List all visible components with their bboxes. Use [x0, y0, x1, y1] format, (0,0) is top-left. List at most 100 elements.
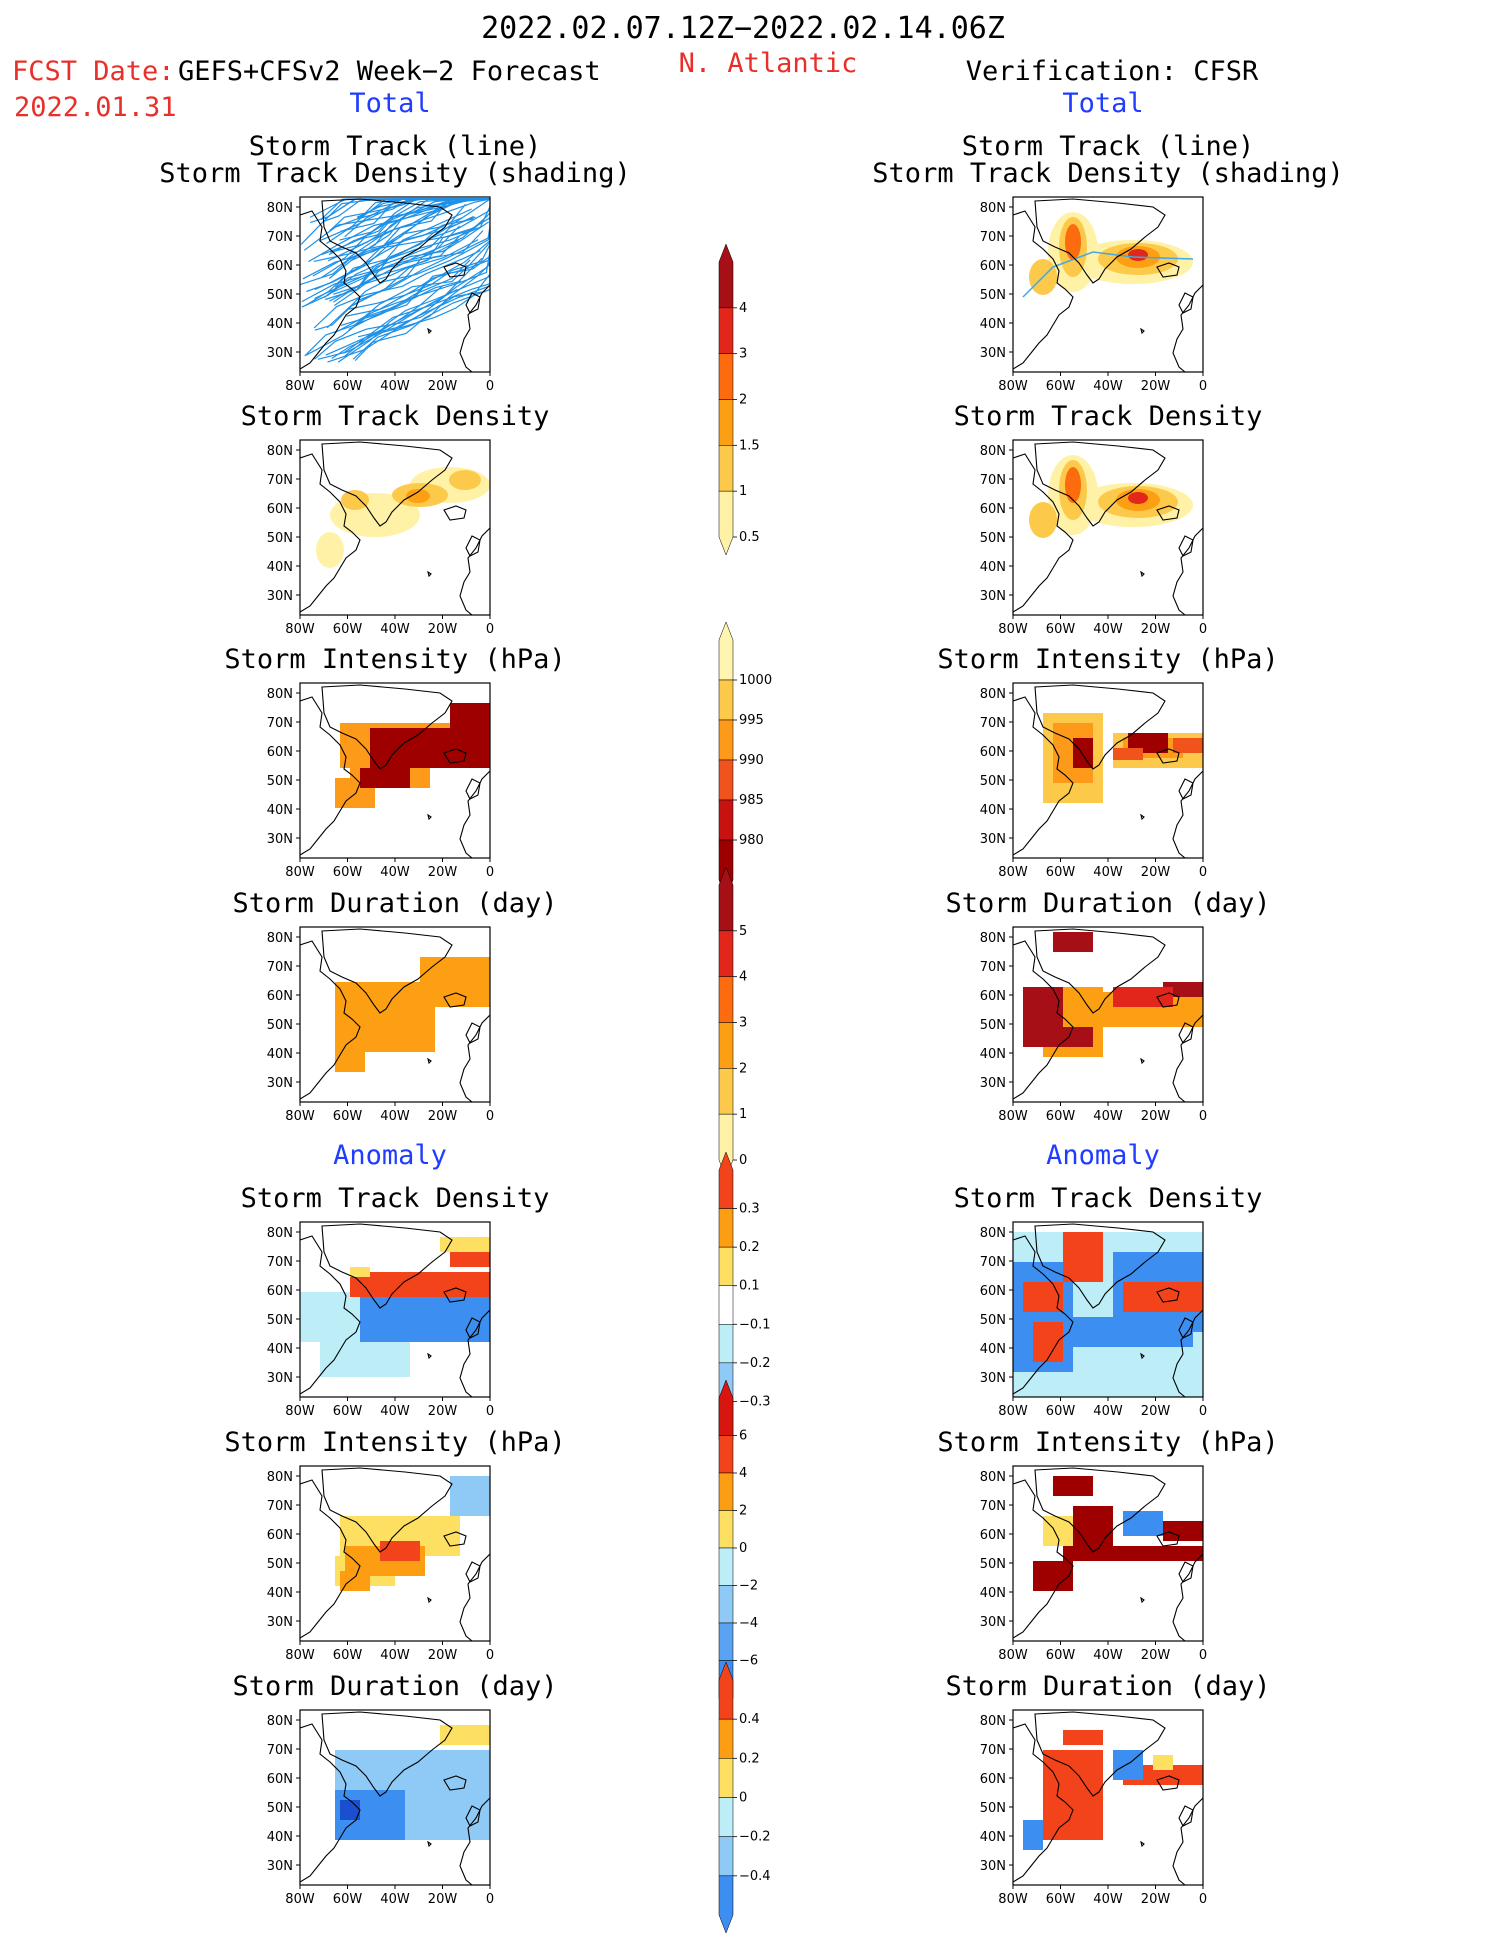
lon-tick-label: 0: [1199, 1892, 1207, 1907]
lat-tick-label: 70N: [267, 1743, 293, 1758]
lon-tick-label: 60W: [333, 1404, 363, 1419]
coastline: [465, 778, 481, 800]
storm-track-line: [342, 261, 490, 354]
colorbar-label: 990: [739, 753, 764, 768]
colorbar-label: 2: [739, 1504, 747, 1519]
coastline: [1172, 1014, 1203, 1102]
colorbar-label: 4: [739, 1466, 747, 1481]
colorbar-label: 2: [739, 1061, 747, 1076]
lat-tick-label: 50N: [980, 1801, 1006, 1816]
lat-tick-label: 80N: [980, 201, 1006, 216]
coastline: [1178, 1022, 1194, 1044]
storm-track-line: [1022, 251, 1194, 298]
storm-track-line: [337, 275, 490, 363]
coastline: [1156, 1531, 1180, 1547]
coastline: [1172, 527, 1203, 615]
lon-tick-label: 60W: [333, 1109, 363, 1124]
coastline: [465, 292, 481, 314]
coastline: [427, 1596, 432, 1604]
colorbar-swatch: [718, 1622, 734, 1661]
density-shade: [1029, 502, 1057, 538]
lon-tick-label: 40W: [1093, 865, 1123, 880]
lat-tick-label: 30N: [980, 1859, 1006, 1874]
lat-tick-label: 30N: [267, 1371, 293, 1386]
lat-tick-label: 50N: [267, 1557, 293, 1572]
coastline: [1172, 284, 1203, 372]
anom-cell: [1033, 1322, 1063, 1362]
panel-title-track_shading: Storm Track Density (shading): [872, 158, 1344, 189]
lon-tick-label: 20W: [1141, 1892, 1171, 1907]
panel-title-intensity: Storm Intensity (hPa): [224, 644, 566, 675]
colorbar-label: 0.5: [739, 530, 760, 545]
anom-cell: [1153, 1755, 1173, 1770]
lon-tick-label: 80W: [998, 865, 1028, 880]
colorbar-density-total: 4 3 2 1.5 1 0.5: [718, 243, 760, 556]
lat-tick-label: 40N: [980, 803, 1006, 818]
section-anomaly-right: Anomaly: [1046, 1140, 1160, 1171]
lat-tick-label: 60N: [980, 1772, 1006, 1787]
lon-tick-label: 20W: [428, 622, 458, 637]
lat-tick-label: 80N: [267, 687, 293, 702]
lat-tick-label: 60N: [267, 1772, 293, 1787]
coastline: [300, 453, 361, 613]
storm-track-line: [333, 215, 488, 303]
lon-tick-label: 40W: [380, 865, 410, 880]
anom-cell: [1073, 1506, 1113, 1546]
storm-track-line: [305, 259, 471, 356]
colorbar-swatch: [718, 621, 734, 681]
lon-tick-label: 0: [486, 379, 494, 394]
lon-tick-label: 40W: [1093, 622, 1123, 637]
coastline: [1034, 1467, 1166, 1553]
map-svg: 80N 70N 60N 50N 40N 30N 80W 60W 40W 20W 0: [267, 1221, 494, 1419]
lat-tick-label: 30N: [980, 1615, 1006, 1630]
colorbar-label: −0.2: [739, 1830, 771, 1845]
lat-tick-label: 60N: [267, 1528, 293, 1543]
lon-tick-label: 60W: [1046, 1892, 1076, 1907]
colorbar-swatch: [718, 1379, 734, 1436]
colorbar-swatch: [718, 490, 734, 556]
colorbar-swatch: [718, 1585, 734, 1624]
coastline: [443, 748, 467, 764]
storm-track-line: [321, 212, 490, 279]
duration-cell: [1113, 987, 1173, 1007]
colorbar-label: 1000: [739, 673, 772, 688]
lon-tick-label: 0: [1199, 622, 1207, 637]
colorbar-label: 1.5: [739, 438, 760, 453]
panel-title-duration: Storm Duration (day): [232, 888, 558, 919]
anom-cell: [1123, 1282, 1203, 1312]
density-shade: [1065, 224, 1081, 260]
section-total-left: Total: [349, 88, 431, 119]
coastline: [1013, 210, 1074, 370]
lat-tick-label: 70N: [267, 716, 293, 731]
intensity-cell: [1073, 738, 1093, 768]
colorbar-label: 980: [739, 833, 764, 848]
panel-title-density: Storm Track Density: [953, 1183, 1263, 1214]
coastline: [459, 1797, 490, 1885]
lat-tick-label: 70N: [267, 1499, 293, 1514]
lon-tick-label: 60W: [1046, 622, 1076, 637]
colorbar-label: 0.4: [739, 1712, 760, 1727]
coastline: [443, 1775, 467, 1791]
density-shade: [316, 532, 344, 568]
region-name: N. Atlantic: [678, 48, 858, 79]
lon-tick-label: 80W: [285, 622, 315, 637]
coastline: [1156, 505, 1180, 521]
lon-tick-label: 60W: [333, 1648, 363, 1663]
lat-tick-label: 60N: [980, 1528, 1006, 1543]
map-svg: 80N 70N 60N 50N 40N 30N 80W 60W 40W 20W 0: [267, 439, 494, 637]
map-svg: 80N 70N 60N 50N 40N 30N 80W 60W 40W 20W 0: [267, 926, 494, 1124]
anom-cell: [1043, 1516, 1073, 1546]
colorbar-label: 2: [739, 393, 747, 408]
colorbar-label: 4: [739, 970, 747, 985]
colorbar-swatch: [718, 976, 734, 1023]
lat-tick-label: 30N: [267, 1615, 293, 1630]
panel-title-track_line: Storm Track (line): [248, 131, 542, 162]
lat-tick-label: 70N: [267, 960, 293, 975]
colorbar-swatch: [718, 399, 734, 446]
lat-tick-label: 80N: [267, 444, 293, 459]
lat-tick-label: 30N: [980, 346, 1006, 361]
coastline: [427, 813, 432, 821]
colorbar-label: 0.1: [739, 1279, 760, 1294]
coastline: [300, 1479, 361, 1639]
lat-tick-label: 70N: [267, 230, 293, 245]
